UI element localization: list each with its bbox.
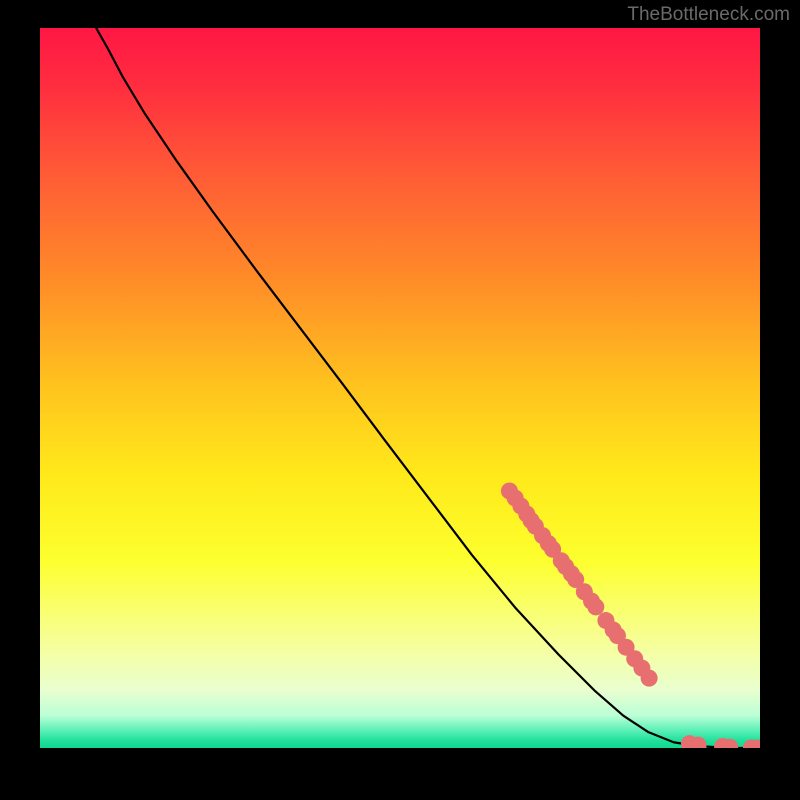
plot-area (40, 28, 760, 748)
gradient-background (40, 28, 760, 748)
data-marker (587, 598, 604, 615)
data-marker (641, 670, 658, 687)
chart-svg (40, 28, 760, 748)
watermark-text: TheBottleneck.com (627, 4, 790, 26)
